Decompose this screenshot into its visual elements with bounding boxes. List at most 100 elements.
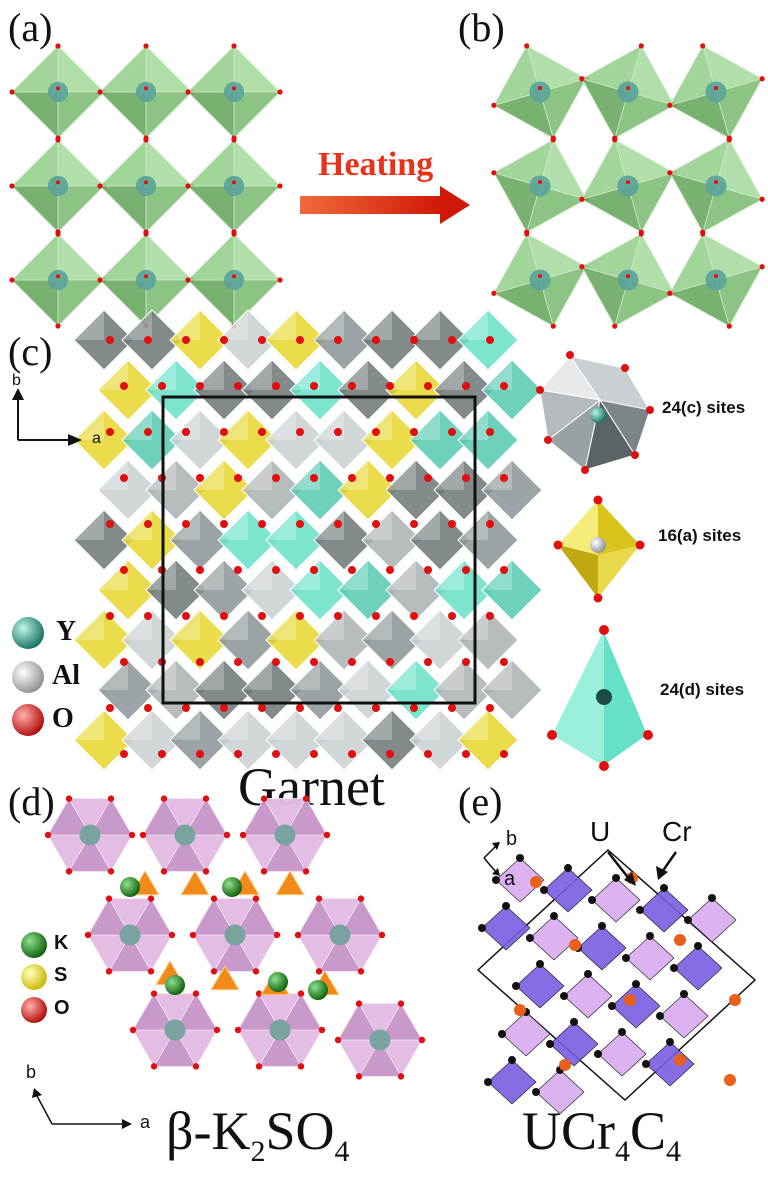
garnet-polyhedron [409,609,471,671]
garnet-polyhedron [337,359,399,421]
oxygen-atom [334,336,342,344]
oxygen-atom [448,336,456,344]
garnet-polyhedron-face [434,660,464,690]
oxygen-atom [196,658,204,666]
garnet-polyhedron-face [146,560,176,590]
oxygen-atom [372,336,380,344]
garnet-polyhedron [169,609,231,671]
carbon-atom [618,1028,626,1036]
carbon-atom [642,1060,650,1068]
garnet-polyhedron-face [242,560,272,590]
octahedron-a [97,137,195,235]
garnet-polyhedron [289,659,351,721]
garnet-polyhedron-face [98,360,128,390]
garnet-polyhedron [193,359,255,421]
garnet-polyhedron [97,659,159,721]
k-polyhedron [129,990,221,1070]
garnet-polyhedron-face [314,510,344,540]
panel-label-c: (c) [8,329,53,374]
oxygen-atom [372,704,380,712]
garnet-polyhedron [433,559,495,621]
sulfate-tetrahedron [180,870,210,896]
carbon-atom [612,874,620,882]
garnet-polyhedron-face [74,510,104,540]
legend-k-sphere [21,932,47,958]
garnet-polyhedron [217,709,279,771]
cr-tetrahedron [659,993,709,1039]
cr-tetrahedron [495,857,545,903]
carbon-atom [550,912,558,920]
garnet-polyhedron [361,609,423,671]
legend-y-sphere [12,617,44,649]
garnet-polyhedron [481,359,543,421]
garnet-legend-al: Al [52,660,80,691]
cr-tetrahedron [515,963,565,1009]
garnet-polyhedron [241,559,303,621]
carbon-atom [666,1038,674,1046]
octahedron-a [185,137,283,235]
garnet-polyhedron [313,309,375,371]
carbon-atom [478,924,486,932]
uranium-atom [624,994,636,1006]
oxygen-atom [448,520,456,528]
garnet-polyhedron-face [218,310,248,340]
oxygen-atom [182,336,190,344]
oxygen-atom [196,474,204,482]
oxygen-atom [410,520,418,528]
garnet-polyhedron [193,659,255,721]
oxygen-atom [424,750,432,758]
k-polyhedron [189,895,281,975]
site-24c-polyhedron [536,351,654,474]
oxygen-atom [424,658,432,666]
oxygen-atom [272,658,280,666]
garnet-polyhedron-face [314,310,344,340]
garnet-polyhedron [313,709,375,771]
octahedron-b [579,43,677,141]
ucr4c4-axis-a: a [504,868,516,890]
carbon-atom [536,960,544,968]
garnet-polyhedron [409,409,471,471]
k2so4-axis-a: a [140,1112,151,1132]
cr-tetrahedron [591,877,641,923]
oxygen-atom [310,658,318,666]
oxygen-atom [144,336,152,344]
oxygen-atom [448,612,456,620]
octahedron-b [491,231,589,329]
uranium-atom [729,994,741,1006]
garnet-polyhedron-face [386,360,416,390]
k2so4-title-mid: SO [265,1101,335,1161]
legend-o2-sphere [21,997,47,1023]
garnet-polyhedron [289,559,351,621]
oxygen-atom [386,382,394,390]
cr-tetrahedron [645,1041,695,1087]
carbon-atom [532,1088,540,1096]
octahedron-a [9,231,107,329]
oxygen-atom [372,520,380,528]
oxygen-atom [296,428,304,436]
legend-o-sphere [12,704,44,736]
garnet-polyhedron [481,459,543,521]
octahedron-a [9,137,107,235]
carbon-atom [570,1018,578,1026]
oxygen-atom [462,658,470,666]
uranium-atom [559,1059,571,1071]
garnet-polyhedron [217,409,279,471]
carbon-atom [598,922,606,930]
cr-tetrahedron [487,1059,537,1105]
oxygen-atom [334,428,342,436]
garnet-polyhedron [313,409,375,471]
k-polyhedron [294,895,386,975]
k2so4-title: β-K2SO4 [166,1100,350,1169]
oxygen-atom [182,704,190,712]
uranium-atom [514,1004,526,1016]
garnet-polyhedron [433,659,495,721]
garnet-polyhedron-face [266,310,296,340]
garnet-polyhedron-face [458,710,488,740]
carbon-atom [694,942,702,950]
garnet-polyhedron-face [434,360,464,390]
garnet-polyhedron-face [338,560,368,590]
